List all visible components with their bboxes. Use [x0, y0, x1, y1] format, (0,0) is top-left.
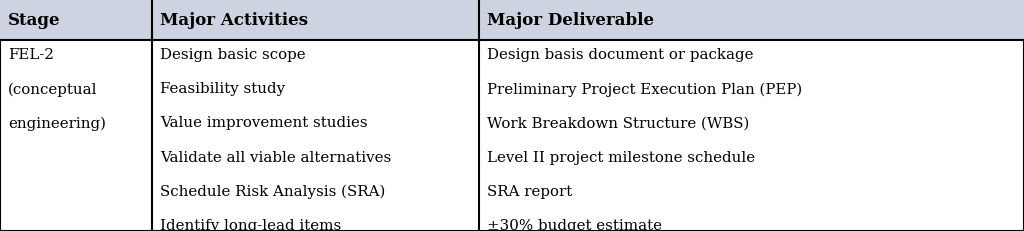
Text: Feasibility study: Feasibility study — [160, 82, 285, 96]
Text: Schedule Risk Analysis (SRA): Schedule Risk Analysis (SRA) — [160, 185, 385, 199]
Bar — [0, 0, 1024, 40]
Text: Design basis document or package: Design basis document or package — [487, 48, 754, 62]
Text: Level II project milestone schedule: Level II project milestone schedule — [487, 151, 756, 165]
Text: Validate all viable alternatives: Validate all viable alternatives — [160, 151, 391, 165]
Text: Design basic scope: Design basic scope — [160, 48, 305, 62]
Text: Preliminary Project Execution Plan (PEP): Preliminary Project Execution Plan (PEP) — [487, 82, 803, 97]
Text: Work Breakdown Structure (WBS): Work Breakdown Structure (WBS) — [487, 116, 750, 131]
Text: FEL-2: FEL-2 — [8, 48, 54, 62]
Text: SRA report: SRA report — [487, 185, 572, 199]
Text: (conceptual: (conceptual — [8, 82, 97, 97]
Text: engineering): engineering) — [8, 116, 106, 131]
Text: ±30% budget estimate: ±30% budget estimate — [487, 219, 663, 231]
Text: Major Deliverable: Major Deliverable — [487, 12, 654, 29]
Text: Value improvement studies: Value improvement studies — [160, 116, 368, 131]
Text: Major Activities: Major Activities — [160, 12, 308, 29]
Text: Stage: Stage — [8, 12, 60, 29]
Text: Identify long-lead items: Identify long-lead items — [160, 219, 341, 231]
